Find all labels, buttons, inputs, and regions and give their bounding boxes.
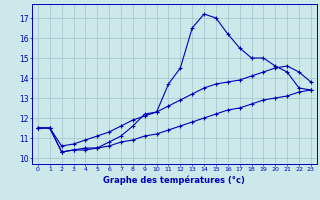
X-axis label: Graphe des températures (°c): Graphe des températures (°c) [103, 175, 245, 185]
